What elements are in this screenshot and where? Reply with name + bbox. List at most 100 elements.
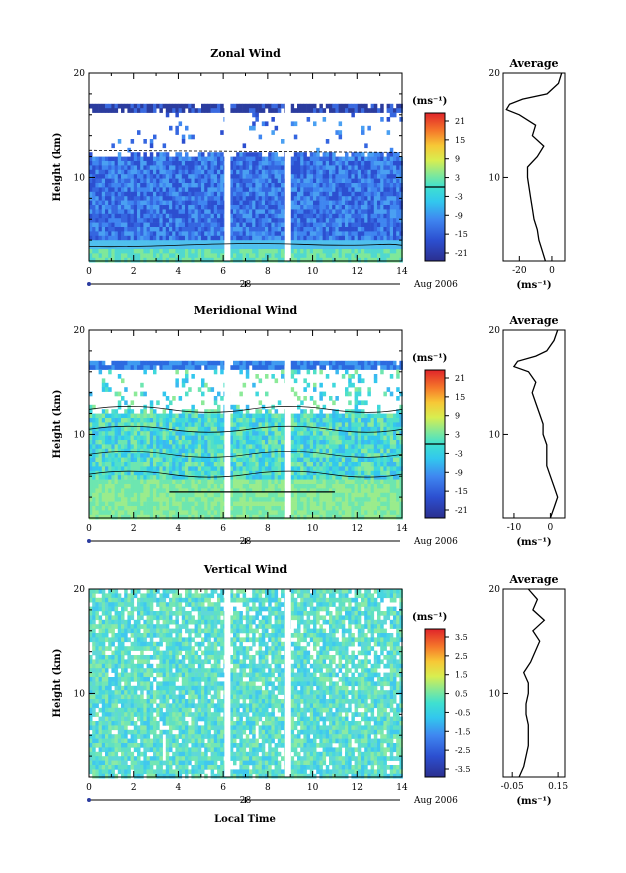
colorbar — [424, 628, 446, 778]
colorbar-tick-label: 3 — [455, 174, 460, 183]
colorbar-tick-label: -3 — [455, 449, 463, 458]
x-tick-label: 14 — [396, 524, 408, 534]
date-marker-label: 28 — [240, 280, 252, 290]
x-tick-label: 6 — [220, 267, 226, 277]
colorbar-tick-label: 21 — [455, 117, 465, 126]
heatmap-cells — [89, 589, 403, 779]
colorbar-tick-label: -0.5 — [455, 708, 470, 717]
colorbar-tick-label: -15 — [455, 487, 468, 496]
colorbar-tick-label: -9 — [455, 211, 463, 220]
data-gap — [284, 73, 291, 261]
colorbar-tick-label: -3 — [455, 192, 463, 201]
y-axis-label: Height (km) — [52, 390, 63, 459]
profile-title: Average — [508, 57, 558, 70]
data-gap — [224, 589, 231, 777]
profile-frame — [502, 588, 566, 778]
profile-x-tick-label: 0.15 — [548, 782, 568, 792]
panel-meridional: Meridional Wind 0 2 4 6 8 10 12 14 10 20 Height (km… — [52, 304, 566, 548]
profile-line — [518, 588, 546, 778]
profile-x-tick-label: -0.05 — [501, 782, 524, 792]
profile-line — [505, 72, 563, 262]
y-tick-label: 10 — [74, 173, 86, 183]
x-tick-label: 2 — [131, 524, 137, 534]
colorbar-tick-label: 3 — [455, 431, 460, 440]
date-marker-label: 28 — [240, 537, 252, 547]
x-tick-label: 14 — [396, 267, 408, 277]
panel-zonal: Zonal Wind 0 2 4 6 8 10 12 14 10 20 Height (km) 28 Au… — [52, 47, 566, 291]
zero-contour — [88, 470, 403, 478]
colorbar-tick-label: 15 — [455, 393, 465, 402]
profile-x-tick-label: 0 — [548, 523, 554, 533]
colorbar-tick-label: -1.5 — [455, 727, 470, 736]
x-tick-label: 12 — [352, 783, 363, 793]
y-tick-label: 20 — [74, 585, 86, 595]
heatmap-cells — [89, 103, 403, 263]
data-gap — [284, 589, 291, 777]
colorbar-tick-label: -3.5 — [455, 765, 470, 774]
profile-title: Average — [508, 573, 558, 586]
y-axis-label: Height (km) — [52, 649, 63, 718]
x-tick-label: 6 — [220, 524, 226, 534]
x-tick-label: 4 — [176, 524, 182, 534]
profile-frame — [502, 72, 566, 262]
profile-line — [512, 329, 559, 519]
date-label: Aug 2006 — [413, 280, 458, 290]
x-tick-label: 8 — [265, 783, 271, 793]
x-axis-label: Local Time — [214, 814, 276, 825]
date-marker-dot — [87, 539, 91, 543]
data-gap — [224, 330, 231, 518]
colorbar-tick-label: 15 — [455, 136, 465, 145]
x-tick-label: 0 — [86, 267, 92, 277]
heatmap-cells — [89, 360, 403, 520]
profile-y-tick-label: 10 — [489, 689, 501, 699]
data-gap — [224, 73, 231, 261]
y-tick-label: 10 — [74, 430, 86, 440]
y-tick-label: 20 — [74, 326, 86, 336]
colorbar-tick-label: -9 — [455, 468, 463, 477]
panel-title: Zonal Wind — [210, 47, 281, 60]
colorbar-tick-label: -2.5 — [455, 746, 470, 755]
date-label: Aug 2006 — [413, 537, 458, 547]
x-tick-label: 12 — [352, 267, 363, 277]
zero-contour — [88, 450, 403, 458]
colorbar-unit: (ms⁻¹) — [412, 612, 447, 623]
profile-y-tick-label: 10 — [489, 430, 501, 440]
panel-vertical: Vertical Wind 0 2 4 6 8 10 12 14 10 20 Height (km) 2… — [52, 563, 568, 807]
y-tick-label: 20 — [74, 69, 86, 79]
y-axis-label: Height (km) — [52, 133, 63, 202]
profile-y-tick-label: 20 — [489, 69, 501, 79]
x-tick-label: 12 — [352, 524, 363, 534]
colorbar-tick-label: -21 — [455, 506, 468, 515]
panel-title: Vertical Wind — [203, 563, 288, 576]
colorbar-tick-label: 9 — [455, 412, 460, 421]
zero-contour — [88, 149, 403, 153]
data-gap — [284, 330, 291, 518]
date-marker-label: 28 — [240, 796, 252, 806]
colorbar-tick-label: 0.5 — [455, 690, 468, 699]
date-label: Aug 2006 — [413, 796, 458, 806]
colorbar-tick-label: 9 — [455, 155, 460, 164]
colorbar-unit: (ms⁻¹) — [412, 96, 447, 107]
profile-x-tick-label: -20 — [512, 266, 527, 276]
x-tick-label: 10 — [307, 783, 319, 793]
profile-frame — [502, 329, 566, 519]
profile-y-tick-label: 20 — [489, 326, 501, 336]
colorbar-tick-label: -15 — [455, 230, 468, 239]
x-tick-label: 8 — [265, 267, 271, 277]
profile-y-tick-label: 20 — [489, 585, 501, 595]
profile-unit: (ms⁻¹) — [516, 280, 551, 291]
colorbar-tick-label: 3.5 — [455, 633, 468, 642]
panel-title: Meridional Wind — [194, 304, 298, 317]
x-tick-label: 0 — [86, 783, 92, 793]
x-tick-label: 10 — [307, 524, 319, 534]
colorbar-unit: (ms⁻¹) — [412, 353, 447, 364]
x-tick-label: 2 — [131, 783, 137, 793]
x-tick-label: 0 — [86, 524, 92, 534]
profile-title: Average — [508, 314, 558, 327]
x-tick-label: 14 — [396, 783, 408, 793]
date-marker-dot — [87, 282, 91, 286]
x-tick-label: 2 — [131, 267, 137, 277]
colorbar-tick-label: -21 — [455, 249, 468, 258]
profile-y-tick-label: 10 — [489, 173, 501, 183]
